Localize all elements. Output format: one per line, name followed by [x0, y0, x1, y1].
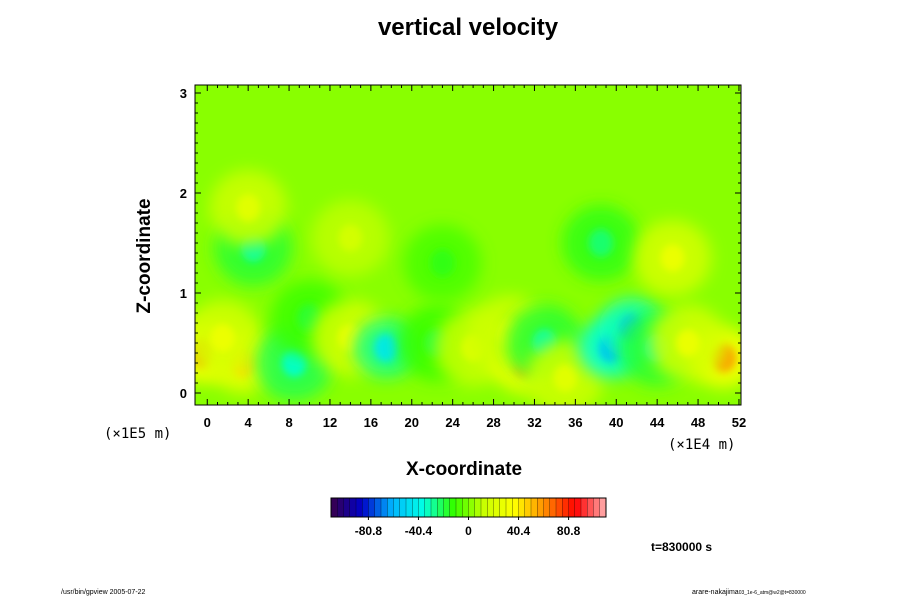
heatmap-core-down-6: [373, 334, 399, 362]
heatmap-core-up-2: [210, 324, 235, 352]
y-tick-label: 3: [180, 86, 187, 101]
heatmap-core-up-19: [235, 194, 261, 222]
y-tick-label: 1: [180, 286, 187, 301]
footer-credit-main: arare-nakajima: [692, 589, 739, 596]
heatmap-core-up-21: [660, 244, 685, 272]
heatmap-core-down-3: [281, 349, 307, 377]
x-tick-label: 4: [245, 415, 253, 430]
footer-credit: arare-nakajima03_1e-6_atm@w2@t=830000: [692, 589, 806, 596]
x-tick-label: 28: [486, 415, 500, 430]
x-axis-label: X-coordinate: [406, 459, 523, 480]
y-tick-label: 0: [180, 386, 187, 401]
x-tick-label: 24: [445, 415, 460, 430]
heatmap-core-up-17: [675, 329, 701, 357]
y-scale-label: (×1E5 m): [104, 426, 172, 442]
x-scale-label: (×1E4 m): [668, 437, 736, 453]
footer-credit-small: 03_1e-6_atm@w2@t=830000: [738, 590, 806, 596]
heatmap-core-down-23: [430, 249, 455, 277]
colorbar-tick-label: 0: [465, 524, 472, 538]
time-label: t=830000 s: [651, 540, 713, 554]
x-tick-label: 40: [609, 415, 623, 430]
x-tick-label: 20: [405, 415, 419, 430]
x-tick-label: 44: [650, 415, 665, 430]
x-tick-label: 12: [323, 415, 337, 430]
colorbar-tick-label: 80.8: [556, 524, 581, 538]
plot-frame: [194, 84, 742, 406]
heatmap-field: [195, 85, 741, 405]
heatmap-core-down-20: [588, 229, 614, 257]
x-tick-label: 16: [364, 415, 378, 430]
y-tick-label: 2: [180, 186, 187, 201]
x-tick-label: 8: [285, 415, 292, 430]
colorbar-tick-label: -40.4: [404, 524, 433, 538]
x-tick-label: 32: [527, 415, 541, 430]
colorbar-tick-label: 40.4: [506, 524, 531, 538]
x-tick-label: 36: [568, 415, 582, 430]
x-tick-label: 0: [204, 415, 211, 430]
x-tick-label: 48: [691, 415, 705, 430]
chart-title: vertical velocity: [377, 14, 559, 41]
footer-command: /usr/bin/gpview 2005-07-22: [61, 589, 146, 596]
colorbar-tick-label: -80.8: [354, 524, 383, 538]
x-tick-label: 52: [732, 415, 746, 430]
heatmap-core-up-12: [552, 364, 578, 392]
heatmap-core-up-22: [338, 224, 363, 252]
